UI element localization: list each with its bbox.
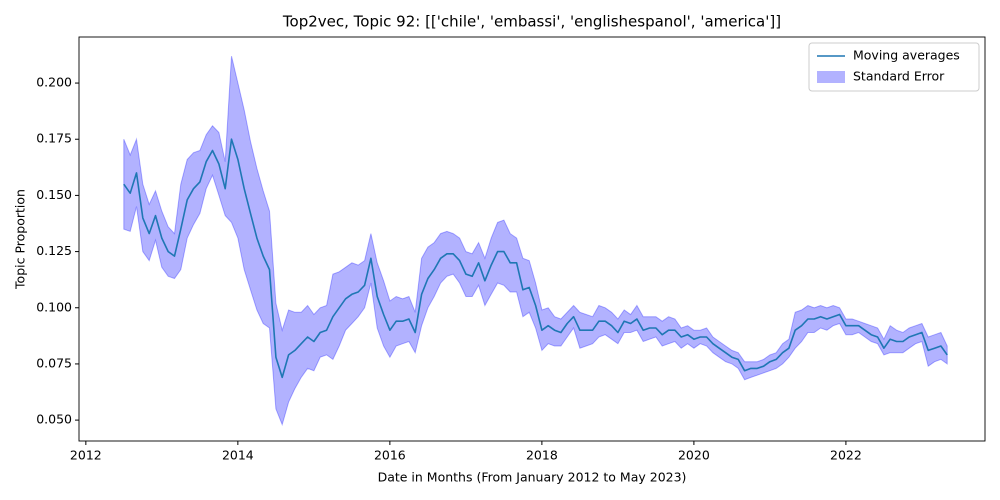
y-tick-label: 0.075	[36, 355, 72, 370]
y-tick-label: 0.100	[36, 299, 72, 314]
plot-frame	[78, 36, 986, 442]
x-tick-label: 2012	[70, 448, 102, 463]
legend-label: Standard Error	[853, 69, 945, 84]
y-tick-label: 0.125	[36, 243, 72, 258]
x-tick-label: 2018	[526, 448, 558, 463]
x-tick-label: 2020	[678, 448, 710, 463]
y-tick-label: 0.175	[36, 131, 72, 146]
legend-label: Moving averages	[853, 48, 960, 63]
series-line	[123, 138, 948, 379]
y-tick-label: 0.200	[36, 75, 72, 90]
y-axis-label: Topic Proportion	[13, 189, 28, 290]
y-tick-label: 0.050	[36, 412, 72, 427]
legend-patch	[817, 71, 845, 83]
x-tick-label: 2016	[374, 448, 406, 463]
x-tick-label: 2022	[830, 448, 862, 463]
x-tick-label: 2014	[222, 448, 254, 463]
legend-box	[808, 42, 980, 92]
chart-title: Top2vec, Topic 92: [['chile', 'embassi',…	[282, 13, 781, 31]
error-band	[123, 55, 948, 427]
x-axis-label: Date in Months (From January 2012 to May…	[378, 470, 687, 485]
y-tick-label: 0.150	[36, 187, 72, 202]
